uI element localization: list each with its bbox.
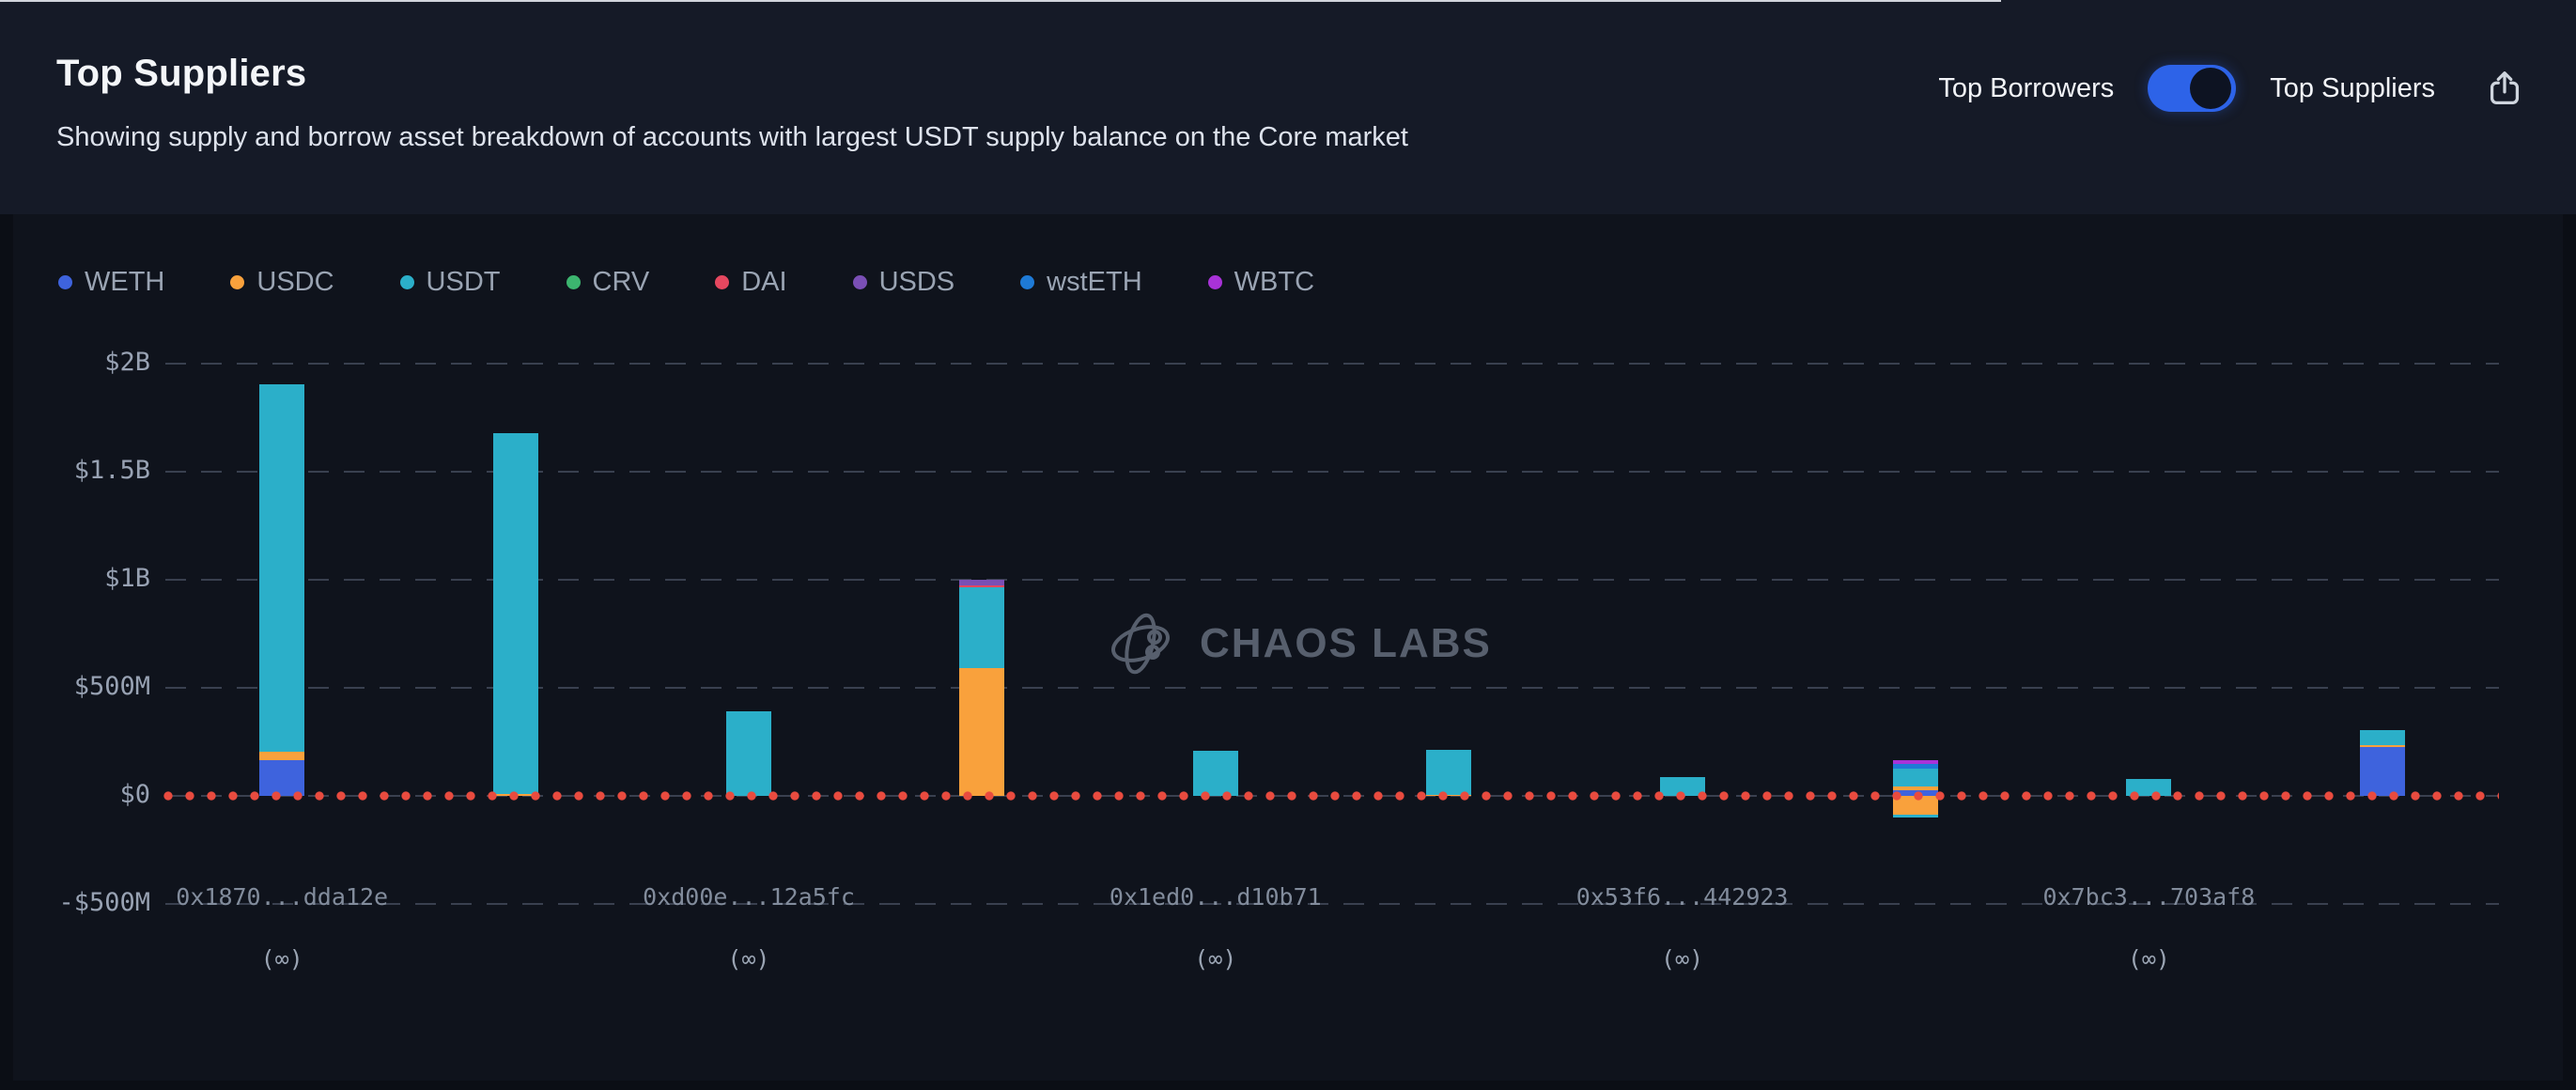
legend-label: USDS bbox=[878, 267, 955, 297]
bar-stack-1[interactable] bbox=[259, 383, 305, 796]
x-axis-account-label: 0x7bc3...703af8 bbox=[2042, 883, 2256, 911]
gridline-$1B bbox=[165, 579, 2499, 581]
y-axis-tick-label: $2B bbox=[104, 348, 150, 377]
legend-label: WBTC bbox=[1234, 267, 1315, 297]
bar-stack-3[interactable] bbox=[726, 711, 771, 796]
legend-item-usdc[interactable]: USDC bbox=[230, 267, 334, 298]
chaos-labs-logo-icon bbox=[1111, 613, 1170, 675]
legend-label: DAI bbox=[741, 267, 787, 297]
page-subtitle: Showing supply and borrow asset breakdow… bbox=[56, 122, 1408, 152]
legend-dot-usdt bbox=[399, 275, 414, 289]
watermark-text: CHAOS LABS bbox=[1200, 620, 1492, 666]
x-axis-health-label: (∞) bbox=[2127, 945, 2170, 973]
legend-dot-usdc bbox=[230, 275, 245, 289]
bar-segment-usdt[interactable] bbox=[726, 711, 771, 796]
legend-item-crv[interactable]: CRV bbox=[566, 267, 650, 298]
legend-item-wsteth[interactable]: wstETH bbox=[1020, 267, 1142, 298]
watermark: CHAOS LABS bbox=[1106, 609, 1492, 678]
y-axis-tick-label: $0 bbox=[119, 780, 150, 809]
page-title: Top Suppliers bbox=[56, 53, 307, 94]
x-axis-health-label: (∞) bbox=[1661, 945, 1704, 973]
x-axis-account-label: 0xd00e...12a5fc bbox=[643, 883, 855, 911]
bar-segment-usdt[interactable] bbox=[1659, 776, 1705, 796]
legend-label: CRV bbox=[592, 267, 650, 297]
legend-dot-wbtc bbox=[1207, 275, 1222, 289]
bar-stack-6[interactable] bbox=[1426, 750, 1472, 796]
legend-item-usdt[interactable]: USDT bbox=[399, 267, 501, 298]
toggle-label-top-borrowers[interactable]: Top Borrowers bbox=[1938, 72, 2115, 103]
legend-item-usds[interactable]: USDS bbox=[852, 267, 955, 298]
gridline--$500M bbox=[165, 903, 2499, 905]
bar-stack-7[interactable] bbox=[1659, 776, 1705, 796]
legend-item-dai[interactable]: DAI bbox=[715, 267, 787, 298]
legend-label: wstETH bbox=[1047, 267, 1142, 297]
gridline-$2B bbox=[165, 363, 2499, 365]
toggle-knob bbox=[2190, 68, 2232, 109]
borrowers-suppliers-toggle[interactable] bbox=[2148, 65, 2237, 112]
toggle-label-top-suppliers[interactable]: Top Suppliers bbox=[2270, 72, 2435, 103]
share-button[interactable] bbox=[2478, 62, 2531, 115]
bar-segment-usdc[interactable] bbox=[2359, 745, 2405, 747]
bar-segment-usdc[interactable] bbox=[259, 751, 305, 761]
bar-segment-usdc-borrow[interactable] bbox=[1893, 796, 1938, 816]
bar-segment-usdt[interactable] bbox=[2359, 729, 2405, 746]
gridline-$500M bbox=[165, 687, 2499, 689]
legend-dot-weth bbox=[58, 275, 72, 289]
bar-segment-usdt[interactable] bbox=[959, 587, 1005, 669]
bar-segment-usdt[interactable] bbox=[259, 383, 305, 752]
legend-label: USDT bbox=[426, 267, 501, 297]
legend-dot-wsteth bbox=[1020, 275, 1035, 289]
bar-stack-2[interactable] bbox=[492, 432, 538, 796]
legend-item-weth[interactable]: WETH bbox=[58, 267, 164, 298]
bar-stack-5[interactable] bbox=[1192, 750, 1238, 796]
bar-segment-usdc[interactable] bbox=[1893, 786, 1938, 790]
chart-card: WETH USDC USDT CRV DAI USDS wstETH WBTC CHAOS L… bbox=[13, 214, 2563, 1081]
y-axis-tick-label: $500M bbox=[73, 672, 150, 701]
bar-segment-usdt-borrow[interactable] bbox=[1893, 815, 1938, 818]
bar-segment-weth[interactable] bbox=[2359, 746, 2405, 796]
x-axis-account-label: 0x1ed0...d10b71 bbox=[1109, 883, 1322, 911]
gridline-$1.5B bbox=[165, 471, 2499, 473]
bar-segment-usdt[interactable] bbox=[1426, 750, 1472, 795]
zero-reference-line bbox=[163, 791, 2499, 801]
chart-legend: WETH USDC USDT CRV DAI USDS wstETH WBTC bbox=[58, 267, 1314, 298]
legend-dot-usds bbox=[852, 275, 867, 289]
bar-segment-wsteth[interactable] bbox=[1893, 764, 1938, 769]
legend-label: USDC bbox=[256, 267, 334, 297]
bar-segment-usdt[interactable] bbox=[1893, 768, 1938, 787]
plot-area: CHAOS LABS $2B $1.5B $1B $500M $0 -$500M 0x187… bbox=[13, 214, 2563, 1081]
bar-segment-weth[interactable] bbox=[259, 760, 305, 796]
legend-dot-crv bbox=[566, 275, 581, 289]
bar-segment-usdc[interactable] bbox=[959, 668, 1005, 796]
header-controls: Top Borrowers Top Suppliers bbox=[1938, 62, 2531, 115]
share-export-icon bbox=[2490, 71, 2520, 104]
top-border-line bbox=[0, 0, 2001, 2]
bar-stack-10[interactable] bbox=[2359, 729, 2405, 796]
legend-dot-dai bbox=[715, 275, 730, 289]
x-axis-account-label: 0x53f6...442923 bbox=[1575, 883, 1789, 911]
x-axis-account-label: 0x1870...dda12e bbox=[176, 883, 389, 911]
bar-stack-8-negative[interactable] bbox=[1893, 796, 1938, 818]
bar-segment-wbtc[interactable] bbox=[1893, 759, 1938, 765]
legend-label: WETH bbox=[85, 267, 165, 297]
bar-segment-usdt[interactable] bbox=[1192, 750, 1238, 796]
legend-item-wbtc[interactable]: WBTC bbox=[1207, 267, 1315, 298]
y-axis-tick-label: $1.5B bbox=[73, 456, 150, 485]
x-axis-health-label: (∞) bbox=[1194, 945, 1237, 973]
bar-segment-usdt[interactable] bbox=[492, 432, 538, 794]
x-axis-health-label: (∞) bbox=[260, 945, 303, 973]
bar-segment-dai[interactable] bbox=[959, 585, 1005, 588]
bar-segment-usds[interactable] bbox=[959, 580, 1005, 586]
bar-stack-4[interactable] bbox=[959, 580, 1005, 796]
y-axis-tick-label: $1B bbox=[104, 564, 150, 593]
x-axis-health-label: (∞) bbox=[727, 945, 770, 973]
panel-header: Top Suppliers Showing supply and borrow … bbox=[0, 0, 2576, 214]
y-axis-tick-label: -$500M bbox=[58, 888, 150, 917]
